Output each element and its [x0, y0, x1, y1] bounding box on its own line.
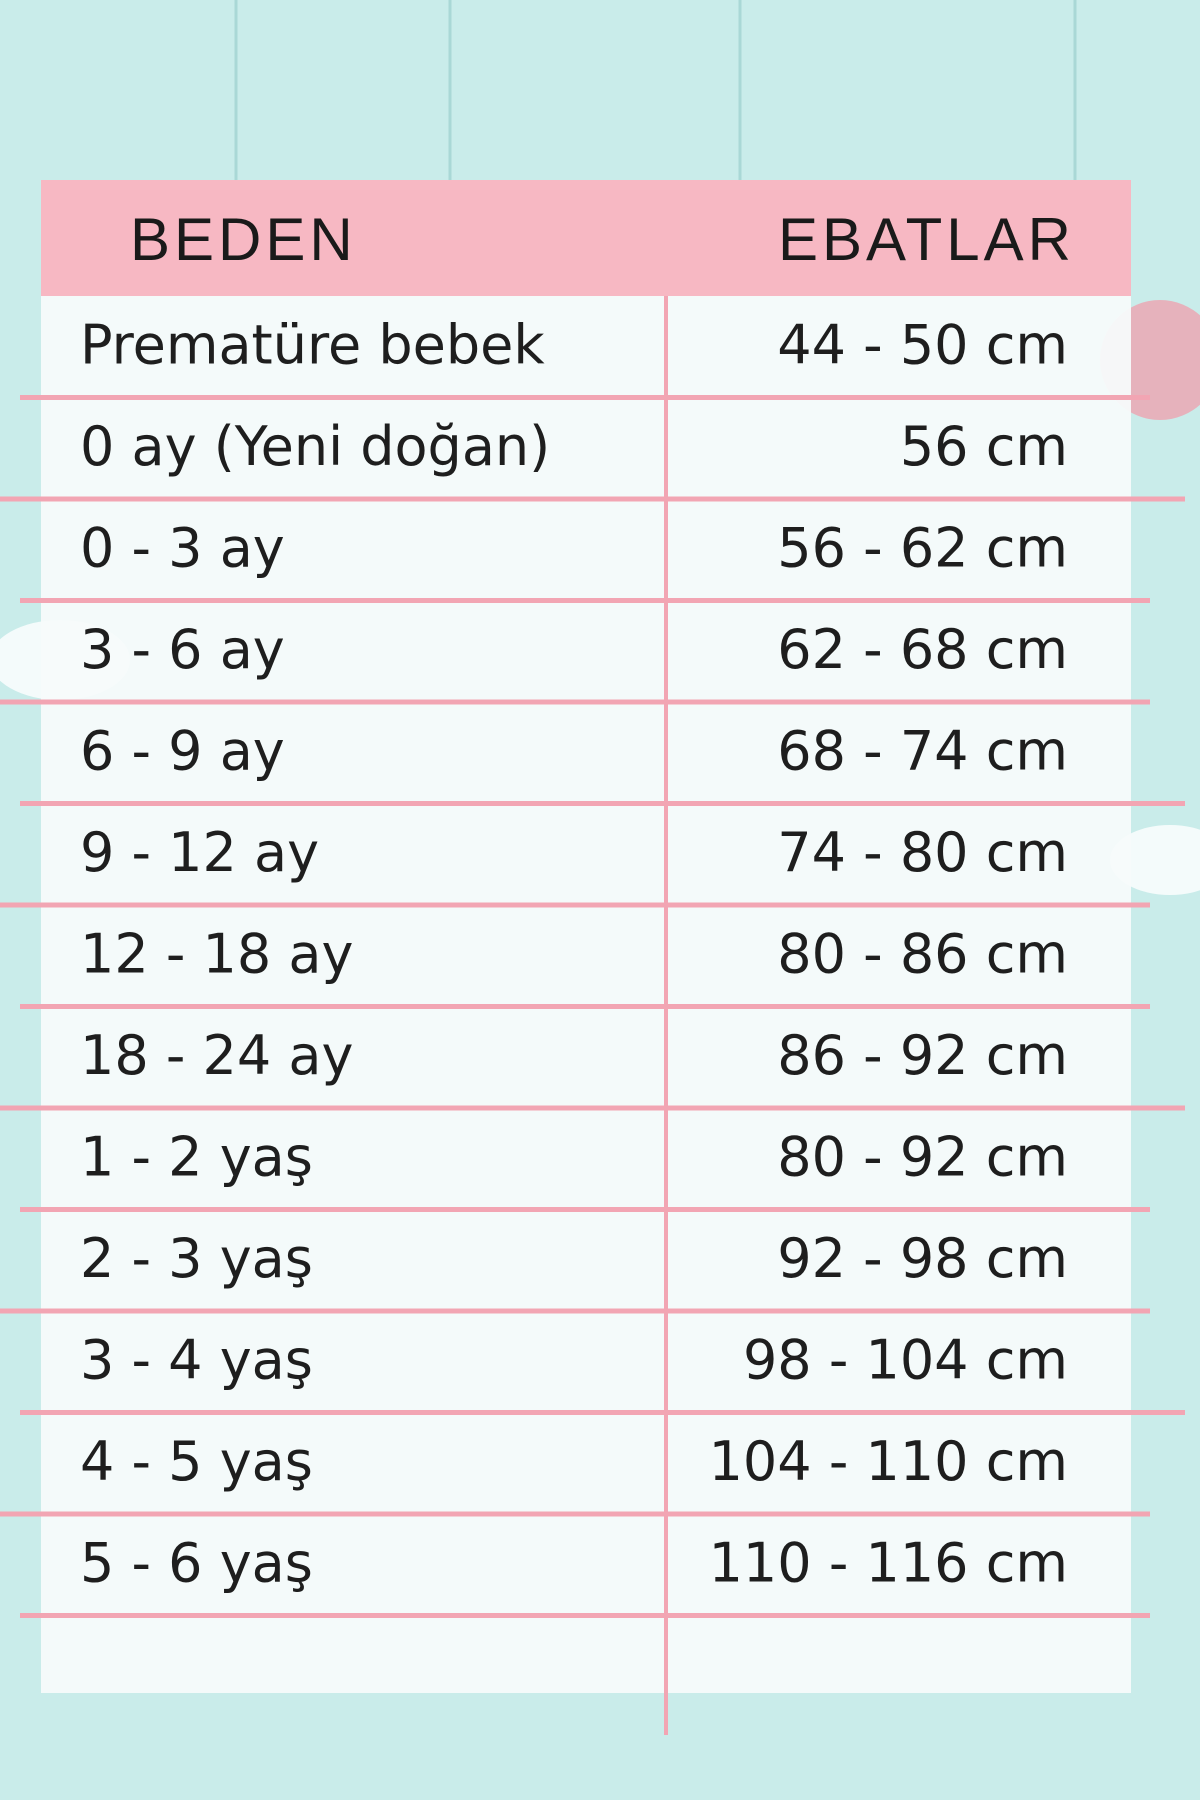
size-label: 9 - 12 ay	[80, 821, 319, 884]
measure-label: 68 - 74 cm	[777, 719, 1068, 782]
measure-label: 92 - 98 cm	[777, 1227, 1068, 1290]
size-label: 3 - 4 yaş	[80, 1328, 313, 1391]
measure-label: 74 - 80 cm	[777, 821, 1068, 884]
size-label: 18 - 24 ay	[80, 1024, 353, 1087]
size-label: 6 - 9 ay	[80, 719, 285, 782]
size-label: 12 - 18 ay	[80, 922, 353, 985]
size-label: 4 - 5 yaş	[80, 1430, 313, 1493]
measure-label: 56 - 62 cm	[777, 516, 1068, 579]
measure-label: 98 - 104 cm	[743, 1328, 1068, 1391]
measure-label: 110 - 116 cm	[709, 1531, 1068, 1594]
size-label: 3 - 6 ay	[80, 618, 285, 681]
size-label: Prematüre bebek	[80, 313, 545, 376]
measure-label: 104 - 110 cm	[709, 1430, 1068, 1493]
size-label: 5 - 6 yaş	[80, 1531, 313, 1594]
size-label: 0 ay (Yeni doğan)	[80, 415, 550, 478]
header-ebatlar: EBATLAR	[778, 206, 1075, 273]
rows: Prematüre bebek 44 - 50 cm 0 ay (Yeni doğa…	[0, 313, 1185, 1618]
size-label: 1 - 2 yaş	[80, 1125, 313, 1188]
measure-label: 56 cm	[900, 415, 1068, 478]
header-beden: BEDEN	[130, 206, 357, 273]
measure-label: 80 - 86 cm	[777, 922, 1068, 985]
header-band	[41, 180, 1131, 296]
measure-label: 80 - 92 cm	[777, 1125, 1068, 1188]
background-decor	[234, 0, 1077, 180]
measure-label: 44 - 50 cm	[777, 313, 1068, 376]
size-label: 0 - 3 ay	[80, 516, 285, 579]
measure-label: 86 - 92 cm	[777, 1024, 1068, 1087]
size-label: 2 - 3 yaş	[80, 1227, 313, 1290]
card	[41, 180, 1131, 1693]
decor-cloud	[1110, 825, 1200, 895]
measure-label: 62 - 68 cm	[777, 618, 1068, 681]
